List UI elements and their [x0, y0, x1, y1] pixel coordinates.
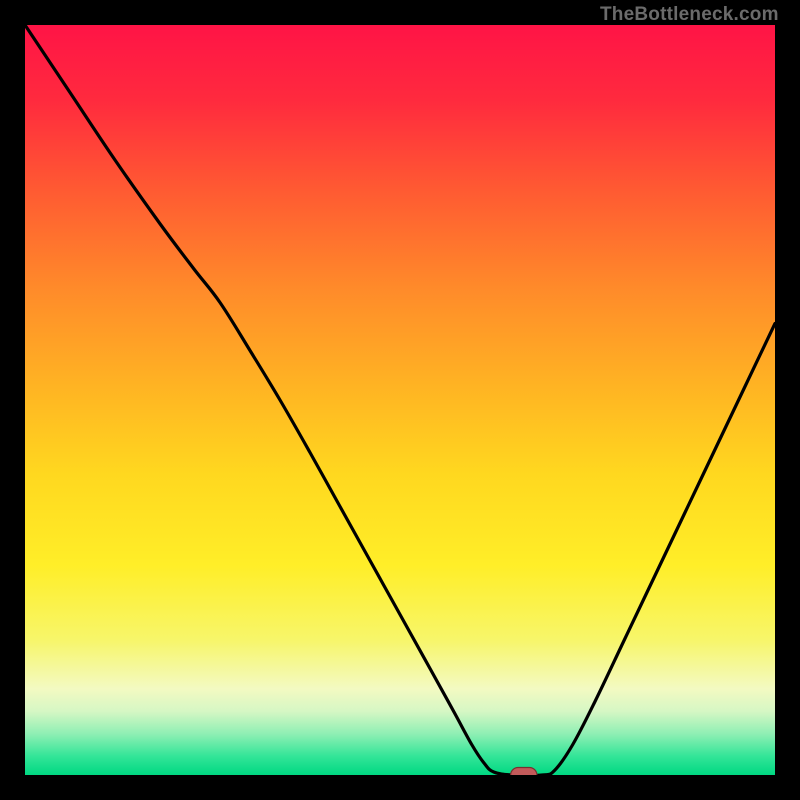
chart-stage: TheBottleneck.com	[0, 0, 800, 800]
optimal-point-marker	[511, 768, 537, 776]
plot-svg	[25, 25, 775, 775]
attribution-text: TheBottleneck.com	[600, 4, 779, 26]
plot-area	[25, 25, 775, 775]
gradient-background	[25, 25, 775, 775]
